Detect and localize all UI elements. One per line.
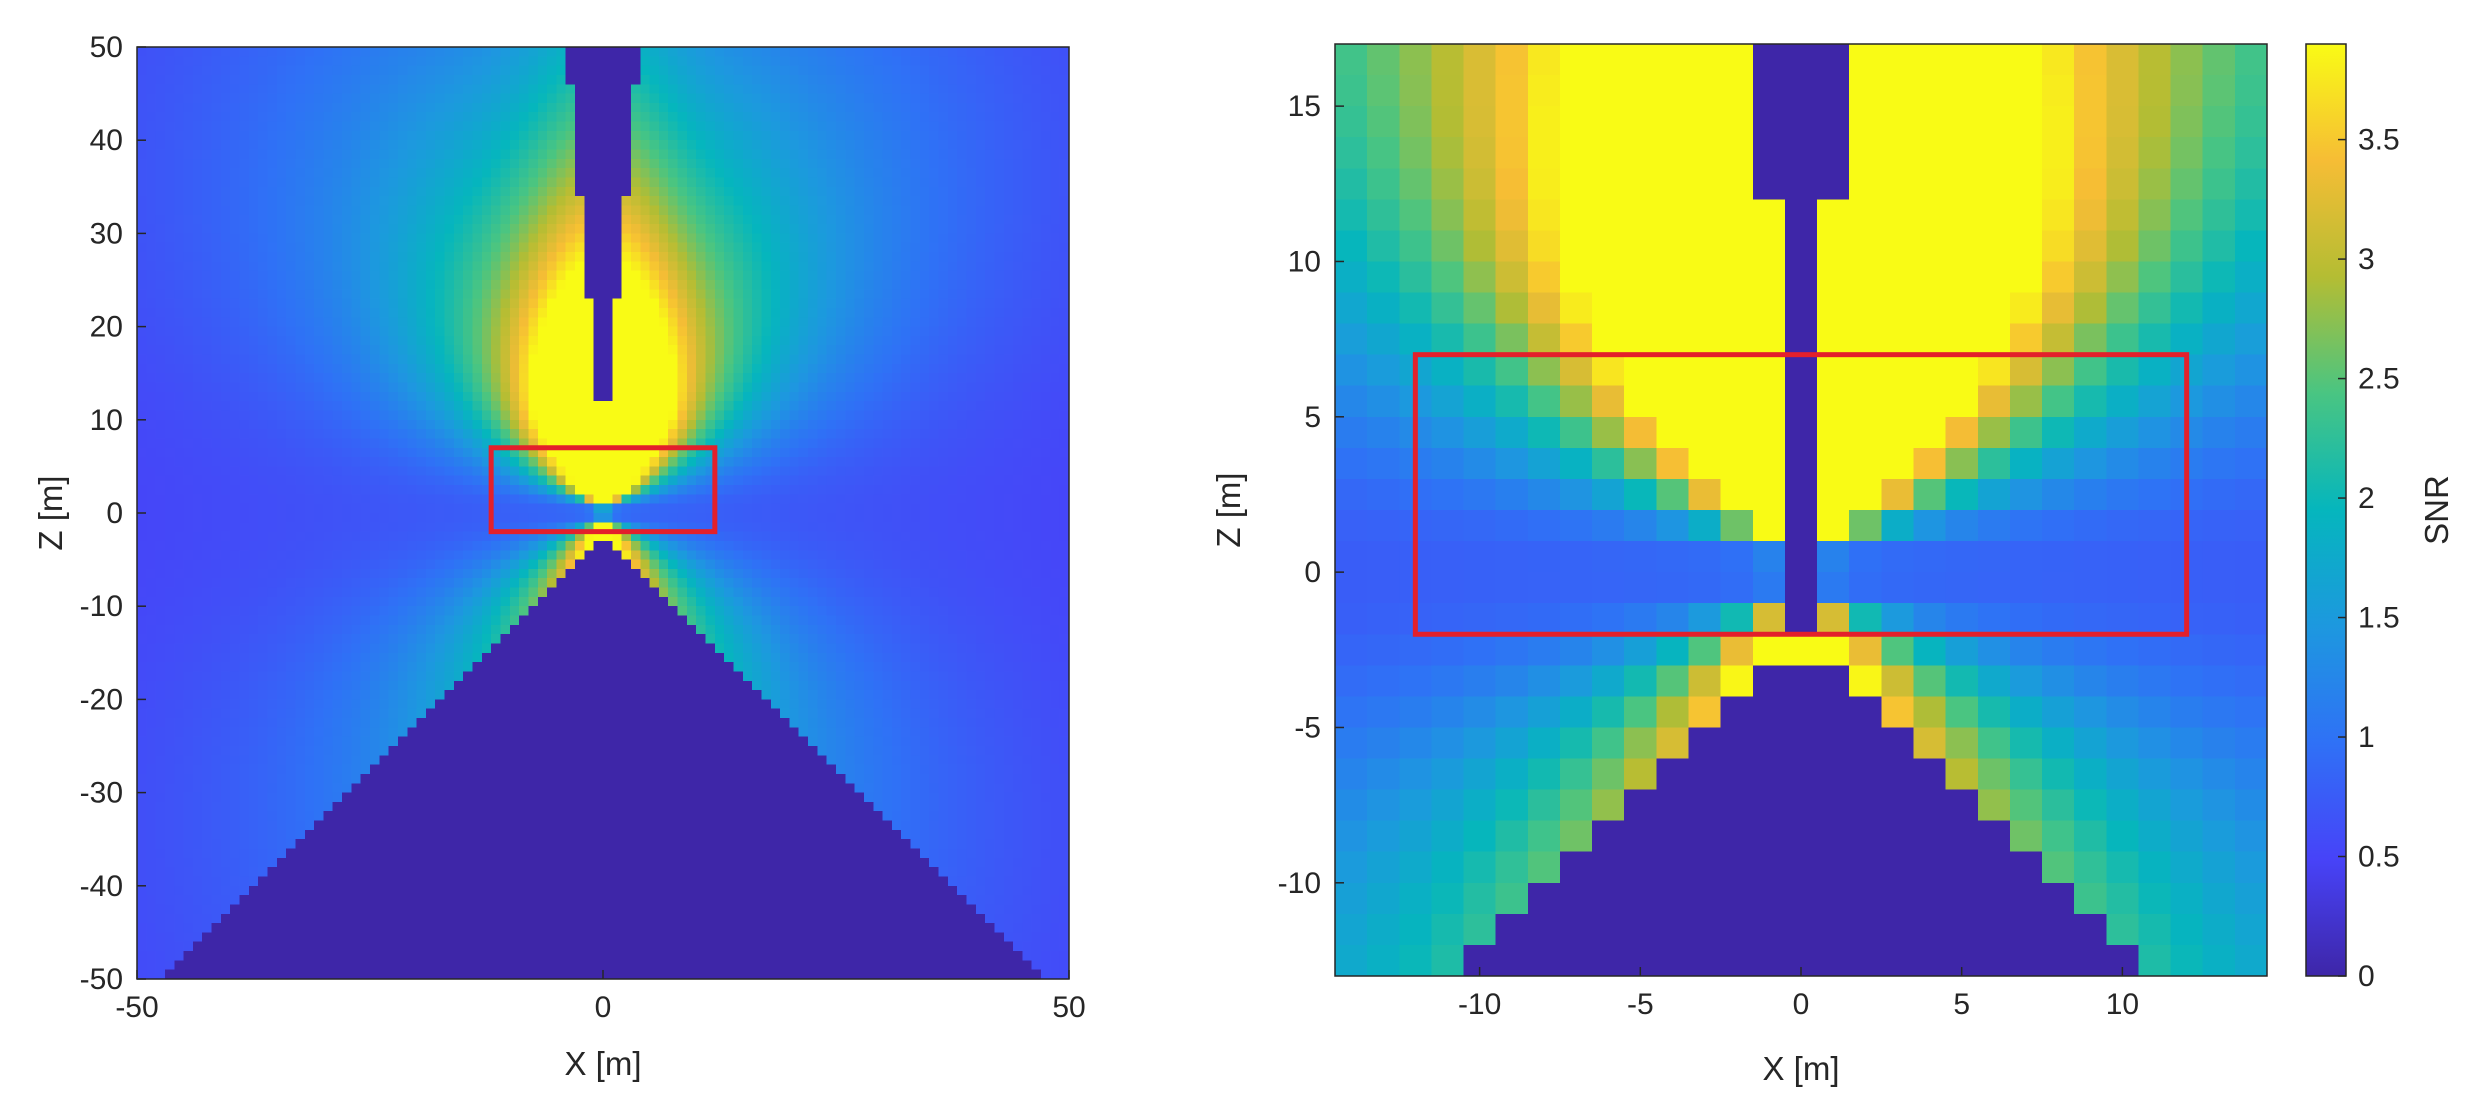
right-x-tick-label: 10 bbox=[2106, 988, 2139, 1021]
right-heatmap-image bbox=[1335, 44, 2267, 976]
colorbar-tick-label: 1 bbox=[2358, 721, 2375, 754]
colorbar: 3.5 3 2.5 2 1.5 1 0.5 0 SNR bbox=[2305, 43, 2455, 993]
left-y-axis-label: Z [m] bbox=[32, 475, 69, 550]
left-y-tick-label: 40 bbox=[90, 124, 123, 157]
left-y-tick-label: -50 bbox=[80, 963, 123, 996]
colorbar-label: SNR bbox=[2418, 475, 2455, 545]
colorbar-gradient bbox=[2305, 43, 2347, 977]
colorbar-tick-label: 2 bbox=[2358, 482, 2375, 515]
right-y-ticks: 15 10 5 0 -5 -10 bbox=[1278, 90, 1344, 900]
colorbar-ticks: 3.5 3 2.5 2 1.5 1 0.5 0 bbox=[2338, 124, 2400, 993]
left-y-tick-label: 0 bbox=[106, 497, 123, 530]
colorbar-tick-label: 0 bbox=[2358, 960, 2375, 993]
right-x-tick-label: 0 bbox=[1793, 988, 1810, 1021]
right-y-tick-label: -10 bbox=[1278, 867, 1321, 900]
left-y-ticks: 50 40 30 20 10 0 -10 -20 -30 -40 -50 bbox=[80, 31, 146, 996]
right-x-tick-label: -10 bbox=[1458, 988, 1501, 1021]
left-heatmap-image bbox=[137, 47, 1069, 979]
left-y-tick-label: -10 bbox=[80, 590, 123, 623]
left-y-tick-label: 20 bbox=[90, 311, 123, 344]
colorbar-tick-label: 3 bbox=[2358, 243, 2375, 276]
right-x-axis-label: X [m] bbox=[1762, 1050, 1839, 1087]
left-x-tick-label: 50 bbox=[1052, 991, 1085, 1024]
right-x-tick-label: -5 bbox=[1627, 988, 1654, 1021]
colorbar-tick-label: 2.5 bbox=[2358, 363, 2400, 396]
right-heatmap-panel: -10 -5 0 5 10 15 10 5 0 -5 -10 X [m] Z [m] bbox=[1210, 43, 2268, 1087]
colorbar-tick-label: 3.5 bbox=[2358, 124, 2400, 157]
left-y-tick-label: -20 bbox=[80, 683, 123, 716]
right-y-tick-label: 10 bbox=[1288, 245, 1321, 278]
left-highlight-box bbox=[488, 445, 718, 535]
right-x-tick-label: 5 bbox=[1953, 988, 1970, 1021]
right-y-tick-label: 5 bbox=[1304, 401, 1321, 434]
colorbar-tick-label: 0.5 bbox=[2358, 841, 2400, 874]
left-x-ticks: -50 0 50 bbox=[115, 970, 1086, 1024]
left-y-tick-label: -30 bbox=[80, 777, 123, 810]
left-y-tick-label: 50 bbox=[90, 31, 123, 64]
left-x-axis-label: X [m] bbox=[564, 1045, 641, 1082]
left-x-tick-label: 0 bbox=[595, 991, 612, 1024]
colorbar-tick-label: 1.5 bbox=[2358, 602, 2400, 635]
left-y-tick-label: 10 bbox=[90, 404, 123, 437]
right-y-axis-label: Z [m] bbox=[1210, 472, 1247, 547]
right-y-tick-label: 15 bbox=[1288, 90, 1321, 123]
left-y-tick-label: 30 bbox=[90, 217, 123, 250]
left-y-tick-label: -40 bbox=[80, 870, 123, 903]
right-x-ticks: -10 -5 0 5 10 bbox=[1458, 967, 2139, 1021]
right-highlight-box bbox=[1412, 352, 2190, 637]
right-y-tick-label: -5 bbox=[1294, 711, 1321, 744]
right-y-tick-label: 0 bbox=[1304, 556, 1321, 589]
left-x-tick-label: -50 bbox=[115, 991, 158, 1024]
